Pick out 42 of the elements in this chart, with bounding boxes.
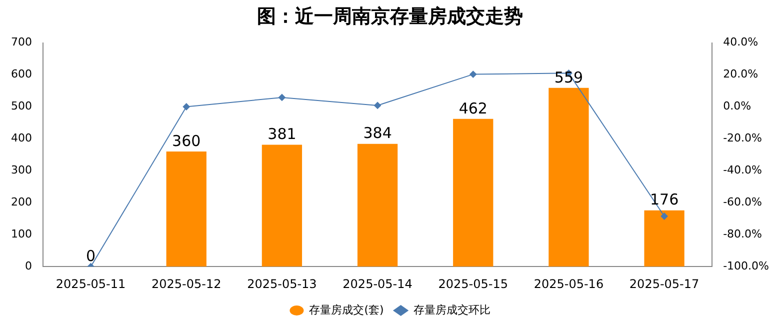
y-tick-label: 400 [10,132,32,145]
data-label: 360 [172,132,201,150]
x-tick-label: 2025-05-12 [152,276,222,291]
x-tick-label: 2025-05-16 [534,276,604,291]
y-tick-label: 0 [24,259,32,272]
y2-tick-label: -60.0% [723,196,762,209]
point [278,94,286,101]
y2-tick-label: -100.0% [723,259,770,272]
bar [644,210,684,267]
data-label: 462 [458,99,488,118]
y2-tick-label: -40.0% [723,164,762,177]
bar [548,88,589,267]
legend-label: 存量房成交环比 [413,303,490,316]
y2-tick-label: 40.0% [723,36,758,49]
bar [262,144,302,267]
y-tick-label: 700 [10,36,32,49]
point [660,212,668,220]
y-tick-label: 600 [10,68,32,81]
legend-label: 存量房成交(套) [309,303,384,316]
x-tick-label: 2025-05-17 [629,276,700,291]
point [374,102,382,109]
data-label: 384 [363,124,392,142]
data-label: 0 [86,246,96,265]
y2-tick-label: -20.0% [723,132,762,145]
x-tick-label: 2025-05-13 [247,276,317,291]
y-tick-label: 100 [10,227,32,240]
x-tick-label: 2025-05-15 [438,276,508,291]
y2-tick-label: 20.0% [723,68,758,81]
x-tick-label: 2025-05-14 [342,276,412,291]
chart-title: 图：近一周南京存量房成交走势 [257,5,523,28]
y2-tick-label: 0.0% [723,100,752,113]
bar [166,152,206,267]
x-tick-label: 2025-05-11 [56,276,126,291]
y2-tick-label: -80.0% [723,227,762,240]
data-label: 381 [268,125,296,144]
y-tick-label: 200 [10,196,32,209]
bar [357,144,398,267]
point [470,70,477,78]
y-tick-label: 300 [10,164,32,177]
point [182,103,190,110]
y-tick-label: 500 [10,100,32,113]
bar [453,118,494,267]
